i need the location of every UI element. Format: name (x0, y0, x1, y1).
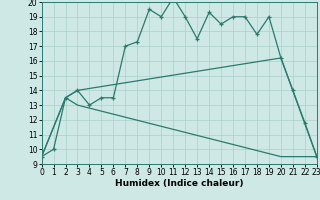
X-axis label: Humidex (Indice chaleur): Humidex (Indice chaleur) (115, 179, 244, 188)
